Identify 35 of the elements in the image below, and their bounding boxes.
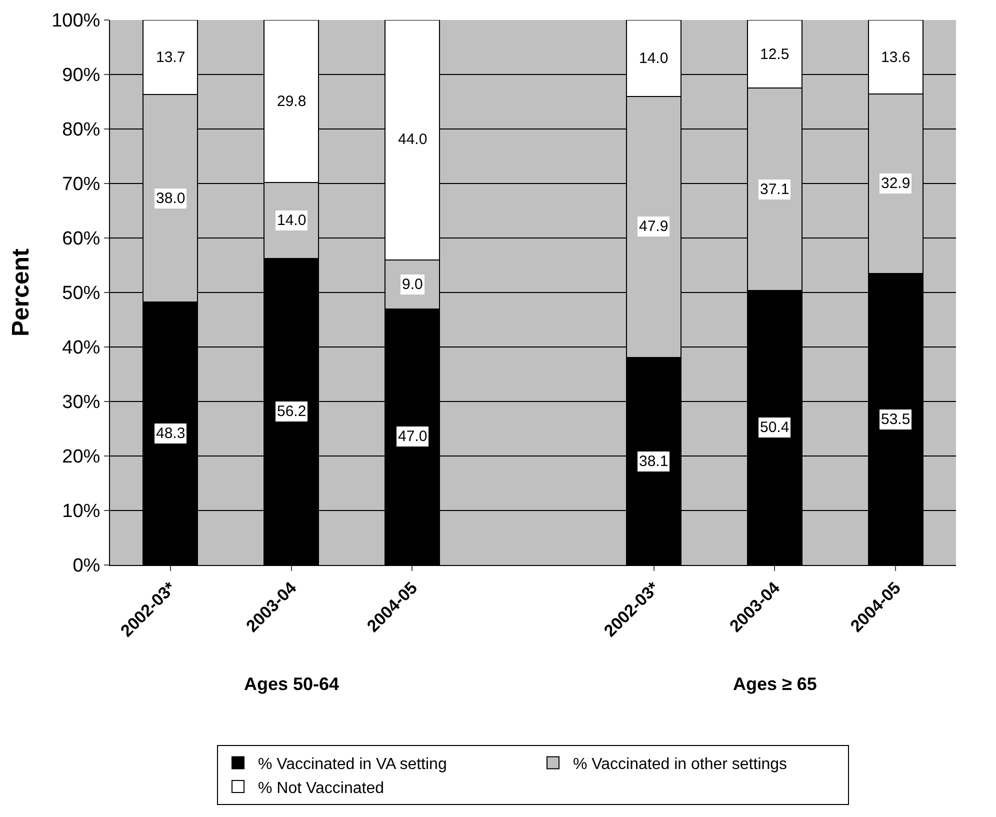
- legend-label: % Vaccinated in other settings: [573, 756, 788, 773]
- data-label: 48.3: [156, 425, 186, 442]
- data-label: 37.1: [760, 181, 790, 198]
- data-label: 47.0: [398, 428, 428, 445]
- data-label: 38.0: [156, 190, 186, 207]
- data-label: 38.1: [639, 453, 668, 470]
- y-tick-label: 90%: [62, 65, 100, 86]
- data-label: 50.4: [760, 419, 790, 436]
- data-label: 56.2: [277, 403, 306, 420]
- data-label: 14.0: [639, 50, 668, 67]
- text: Ages ≥ 65: [733, 674, 817, 694]
- data-label: 13.6: [881, 49, 910, 66]
- y-tick-label: 10%: [62, 501, 100, 522]
- data-label: 29.8: [277, 93, 306, 110]
- y-tick-label: 80%: [62, 120, 100, 141]
- data-label: 47.9: [639, 218, 668, 235]
- data-label: 13.7: [156, 49, 186, 66]
- data-label: 9.0: [402, 276, 423, 293]
- y-axis-title: Percent: [8, 248, 35, 337]
- y-tick-label: 20%: [62, 446, 100, 468]
- text: Ages 50-64: [244, 674, 340, 694]
- data-label: 32.9: [881, 175, 910, 192]
- y-tick-label: 70%: [62, 174, 100, 196]
- data-label: 53.5: [881, 411, 910, 428]
- y-tick-label: 0%: [72, 556, 100, 577]
- y-tick-label: 60%: [62, 228, 100, 250]
- y-tick-label: 50%: [62, 283, 100, 304]
- data-label: 44.0: [398, 131, 428, 148]
- y-tick-label: 100%: [52, 10, 100, 32]
- data-label: 12.5: [760, 46, 790, 63]
- legend-label: % Not Vaccinated: [258, 780, 384, 797]
- y-tick-label: 40%: [62, 338, 100, 359]
- y-tick-label: 30%: [62, 392, 100, 414]
- legend-label: % Vaccinated in VA setting: [258, 756, 447, 773]
- data-label: 14.0: [277, 212, 306, 229]
